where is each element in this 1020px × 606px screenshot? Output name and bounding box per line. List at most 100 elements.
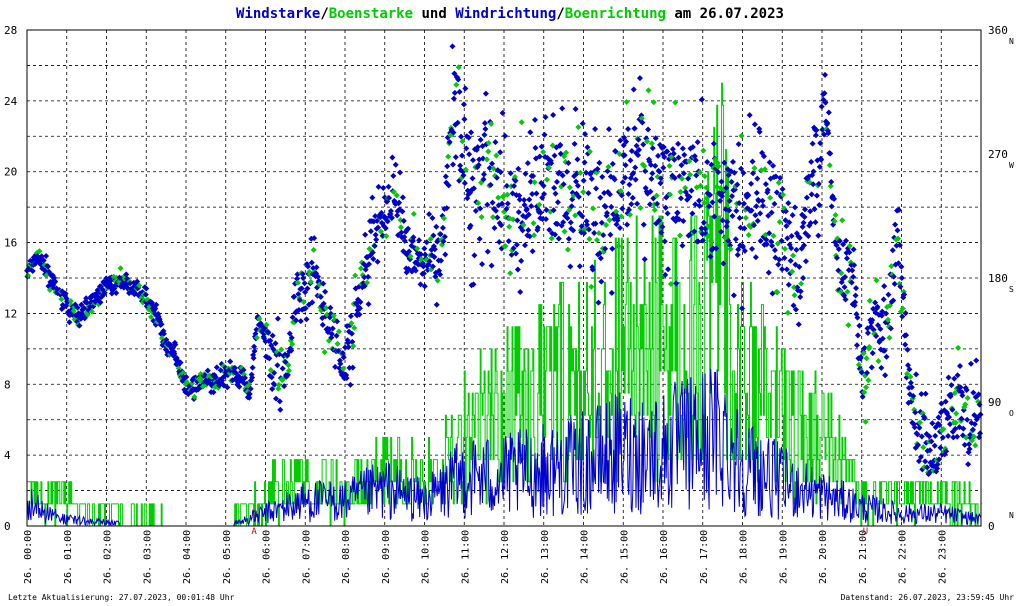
wind-direction-point	[675, 140, 682, 147]
gust-direction-point	[617, 187, 624, 194]
wind-direction-point	[454, 119, 461, 126]
wind-direction-point	[576, 263, 583, 270]
wind-direction-point	[511, 182, 518, 189]
wind-direction-point	[735, 141, 742, 148]
wind-direction-point	[845, 267, 852, 274]
wind-direction-point	[431, 246, 438, 253]
wind-direction-point	[680, 218, 687, 225]
wind-direction-point	[874, 322, 881, 329]
gust-direction-point	[904, 370, 911, 377]
wind-direction-point	[783, 266, 790, 273]
wind-direction-point	[917, 453, 924, 460]
wind-direction-point	[977, 430, 984, 437]
wind-direction-point	[869, 317, 876, 324]
wind-direction-point	[771, 200, 778, 207]
wind-direction-point	[38, 253, 45, 260]
wind-direction-point	[625, 190, 632, 197]
wind-direction-point	[760, 202, 767, 209]
wind-direction-point	[760, 153, 767, 160]
wind-direction-point	[477, 205, 484, 212]
wind-direction-point	[943, 448, 950, 455]
wind-direction-point	[921, 415, 928, 422]
compass-label: S	[1009, 285, 1014, 294]
gust-direction-point	[275, 385, 282, 392]
wind-direction-point	[796, 263, 803, 270]
gust-direction-point	[493, 152, 500, 159]
wind-direction-point	[957, 362, 964, 369]
wind-direction-point	[311, 235, 318, 242]
wind-direction-point	[356, 311, 363, 318]
left-tick-label: 12	[4, 307, 17, 320]
wind-direction-point	[731, 169, 738, 176]
wind-direction-point	[423, 239, 430, 246]
wind-direction-point	[552, 190, 559, 197]
wind-direction-point	[541, 131, 548, 138]
wind-direction-point	[863, 369, 870, 376]
wind-direction-point	[472, 207, 479, 214]
wind-direction-point	[444, 163, 451, 170]
wind-direction-point	[680, 170, 687, 177]
wind-direction-point	[656, 168, 663, 175]
wind-direction-point	[459, 152, 466, 159]
wind-direction-point	[575, 193, 582, 200]
wind-direction-point	[914, 431, 921, 438]
wind-direction-point	[320, 300, 327, 307]
right-tick-label: 0	[988, 520, 995, 533]
wind-direction-point	[550, 207, 557, 214]
wind-direction-point	[563, 210, 570, 217]
wind-direction-point	[763, 236, 770, 243]
right-tick-label: 180	[988, 272, 1008, 285]
wind-direction-point	[246, 390, 253, 397]
x-tick-label: 26. 17:00	[699, 530, 710, 584]
gust-direction-point	[645, 87, 652, 94]
wind-direction-point	[766, 230, 773, 237]
wind-direction-point	[449, 161, 456, 168]
wind-direction-point	[362, 231, 369, 238]
wind-direction-point	[585, 190, 592, 197]
wind-direction-point	[874, 303, 881, 310]
wind-direction-point	[213, 364, 220, 371]
gust-direction-point	[708, 237, 715, 244]
wind-direction-point	[726, 197, 733, 204]
title-part-1: /	[320, 6, 328, 22]
wind-direction-point	[379, 232, 386, 239]
wind-direction-point	[410, 234, 417, 241]
wind-direction-point	[420, 263, 427, 270]
wind-direction-point	[959, 392, 966, 399]
wind-direction-point	[123, 271, 130, 278]
wind-direction-point	[932, 432, 939, 439]
wind-direction-point	[720, 260, 727, 267]
wind-direction-point	[349, 338, 356, 345]
wind-direction-point	[508, 251, 515, 258]
wind-direction-point	[628, 148, 635, 155]
gust-direction-point	[861, 389, 868, 396]
wind-direction-point	[365, 273, 372, 280]
wind-direction-point	[803, 194, 810, 201]
wind-direction-point	[788, 245, 795, 252]
gust-direction-point	[648, 140, 655, 147]
wind-direction-point	[771, 247, 778, 254]
wind-direction-point	[890, 273, 897, 280]
wind-direction-point	[852, 299, 859, 306]
gust-direction-point	[770, 232, 777, 239]
wind-direction-point	[334, 318, 341, 325]
gust-direction-point	[58, 296, 65, 303]
wind-direction-point	[754, 217, 761, 224]
wind-direction-point	[658, 229, 665, 236]
footer-right: Datenstand: 26.07.2023, 23:59:45 Uhr	[841, 593, 1015, 602]
wind-direction-point	[872, 299, 879, 306]
wind-direction-point	[517, 288, 524, 295]
wind-direction-point	[679, 242, 686, 249]
wind-direction-point	[343, 374, 350, 381]
wind-direction-point	[901, 291, 908, 298]
gust-direction-point	[700, 147, 707, 154]
wind-direction-point	[808, 158, 815, 165]
wind-direction-point	[497, 169, 504, 176]
wind-direction-point	[912, 409, 919, 416]
wind-direction-point	[915, 458, 922, 465]
wind-direction-point	[442, 173, 449, 180]
wind-direction-point	[460, 172, 467, 179]
gust-direction-point	[846, 242, 853, 249]
wind-direction-point	[815, 180, 822, 187]
x-tick-label: 26. 19:00	[778, 530, 789, 584]
